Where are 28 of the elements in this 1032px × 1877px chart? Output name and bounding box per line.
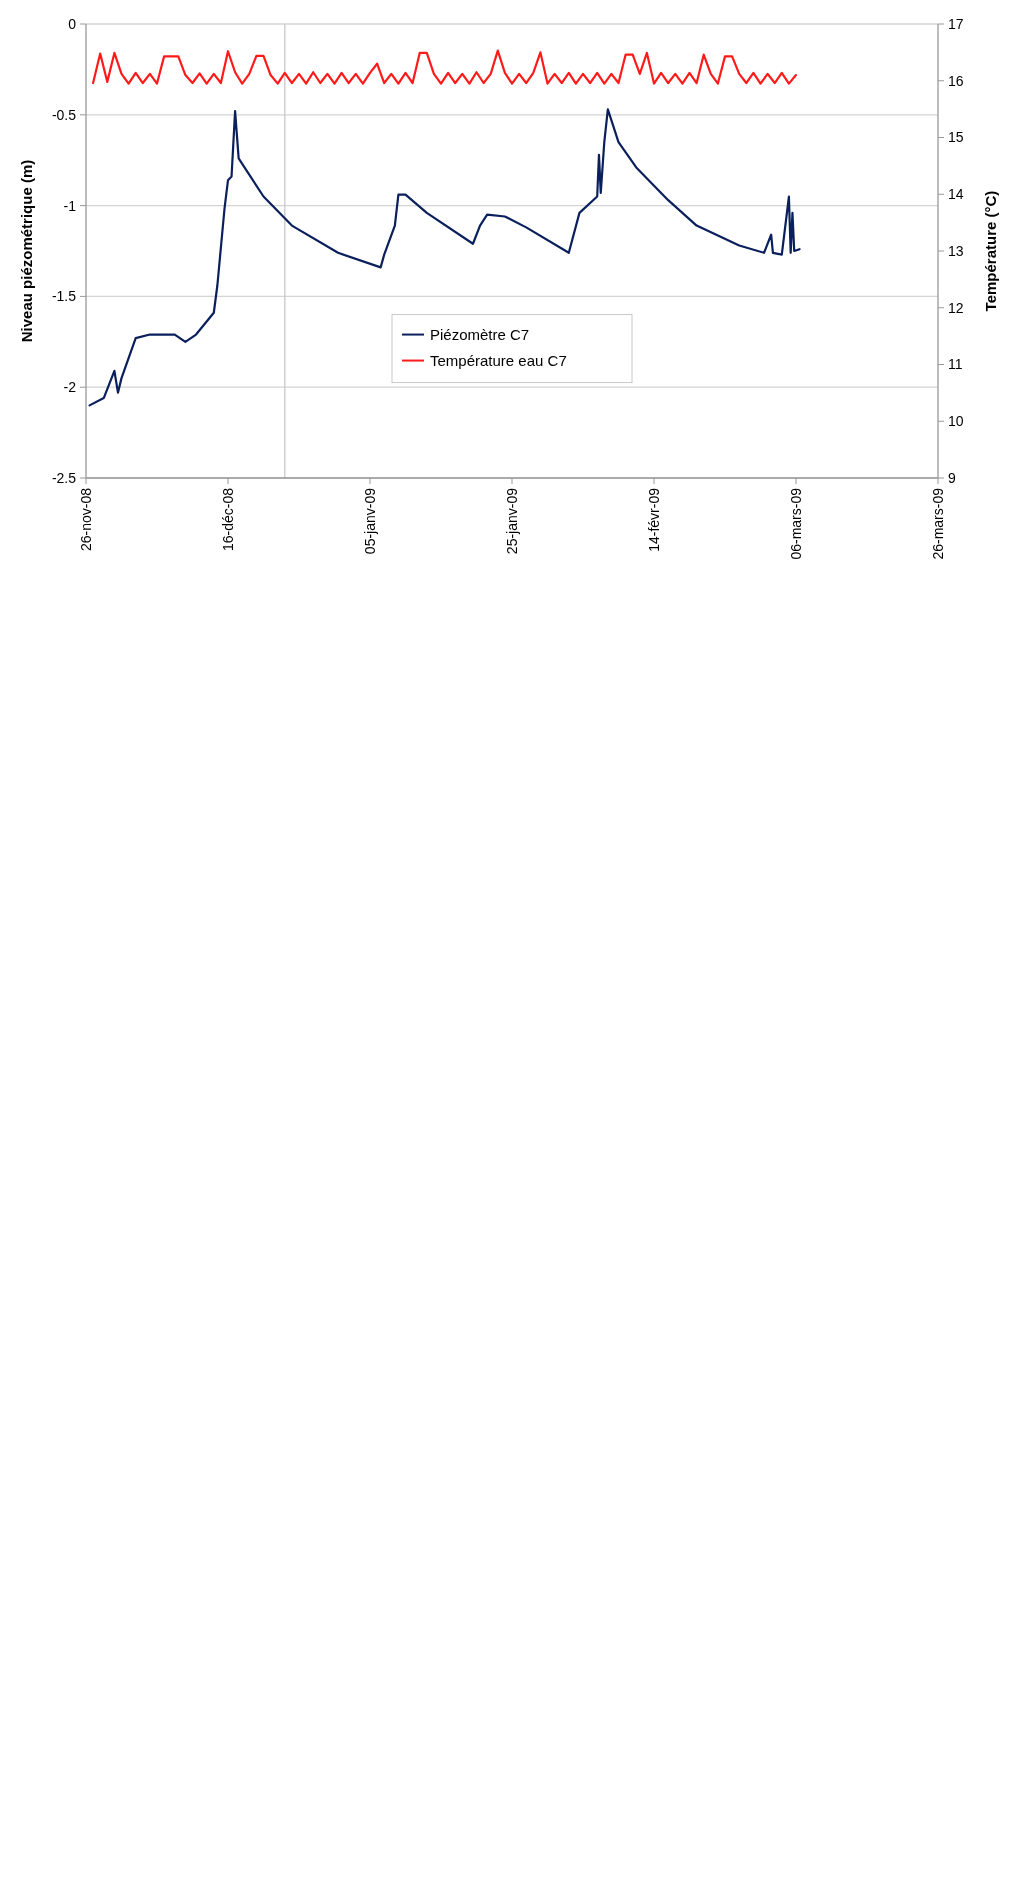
y-tick-label: 0 (68, 15, 77, 32)
y2-tick-label: 11 (948, 356, 963, 373)
legend-label: Piézomètre C7 (430, 325, 530, 343)
line-series (92, 49, 798, 85)
x-tick-label: 06-mars-09 (787, 487, 804, 560)
y-tick-label: -0.5 (51, 106, 77, 123)
y-tick-label: -1 (63, 197, 77, 214)
y2-tick-label: 10 (948, 413, 964, 430)
y-tick-label: -2.5 (51, 469, 77, 486)
y-tick-label: -1.5 (51, 288, 77, 305)
y2-tick-label: 13 (948, 242, 964, 259)
legend-label: Température eau C7 (430, 351, 567, 369)
x-tick-label: 26-mars-09 (929, 487, 946, 560)
y2-tick-label: 17 (948, 15, 964, 32)
x-tick-label: 05-janv-09 (361, 487, 378, 555)
y2-axis-title: Température (°C) (982, 190, 999, 312)
line-series (88, 108, 801, 407)
y-axis-title: Niveau piézométrique (m) (18, 159, 35, 343)
x-tick-label: 26-nov-08 (77, 487, 94, 552)
y2-tick-label: 16 (948, 72, 964, 89)
x-tick-label: 25-janv-09 (503, 487, 520, 555)
x-tick-label: 16-déc-08 (219, 487, 236, 552)
y2-tick-label: 15 (948, 129, 964, 146)
x-tick-label: 14-févr-09 (645, 487, 662, 552)
y2-tick-label: 12 (948, 299, 964, 316)
y2-tick-label: 14 (948, 186, 964, 203)
y2-tick-label: 9 (948, 469, 956, 486)
y-tick-label: -2 (63, 379, 77, 396)
